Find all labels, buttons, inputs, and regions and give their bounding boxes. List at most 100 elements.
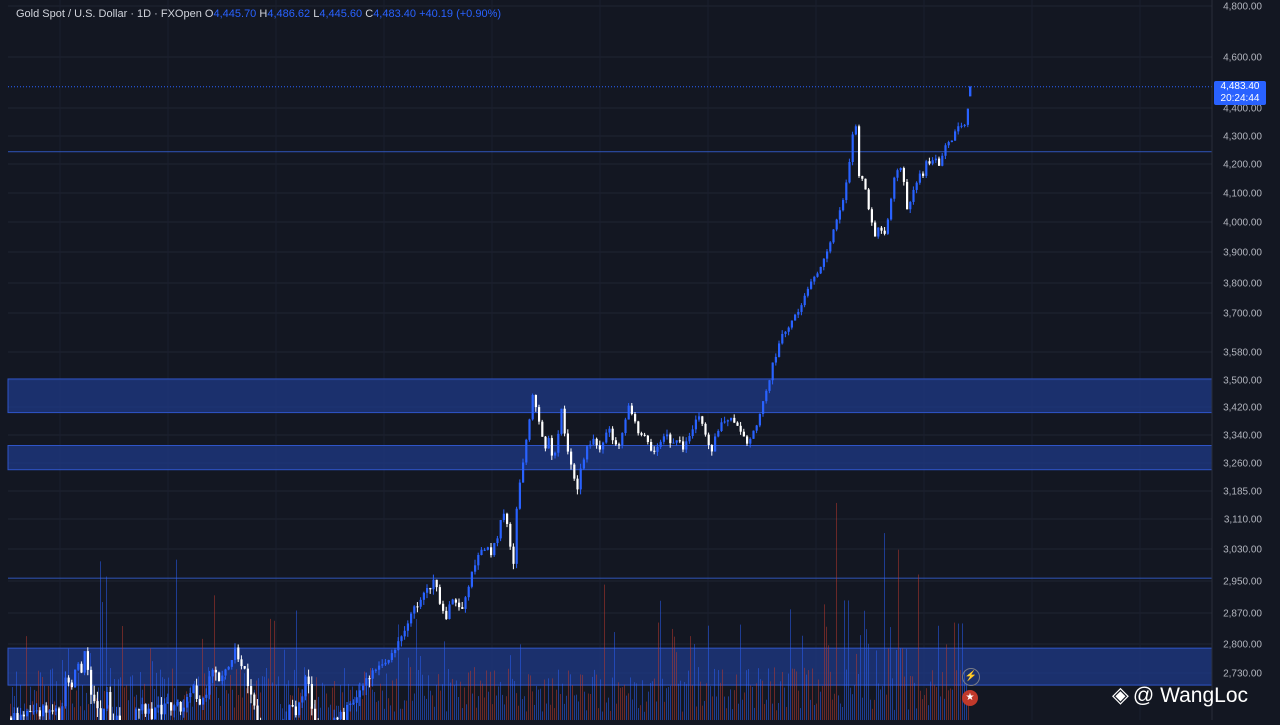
candle-body	[749, 438, 752, 444]
volume-bar	[382, 690, 383, 720]
volume-bar	[690, 636, 691, 720]
candle-body	[397, 641, 400, 650]
candle-body	[944, 145, 947, 156]
volume-bar	[762, 680, 763, 720]
volume-bar	[462, 708, 463, 720]
volume-bar	[752, 686, 753, 720]
candle-body	[582, 459, 585, 469]
price-tick-label: 4,200.00	[1223, 160, 1262, 171]
volume-bar	[586, 710, 587, 720]
volume-bar	[286, 684, 287, 720]
volume-bar	[104, 691, 105, 720]
volume-bar	[646, 701, 647, 720]
volume-bar	[928, 705, 929, 720]
volume-bar	[114, 679, 115, 720]
candle-body	[694, 419, 697, 430]
candle-body	[467, 586, 470, 598]
volume-bar	[448, 668, 449, 720]
candle-body	[211, 669, 214, 677]
candle-body	[726, 420, 729, 422]
volume-bar	[680, 680, 681, 720]
open-label: O	[204, 8, 214, 20]
volume-bar	[594, 669, 595, 720]
volume-bar	[42, 676, 43, 720]
volume-bar	[436, 684, 437, 720]
volume-bar	[348, 683, 349, 720]
candle-body	[666, 434, 669, 437]
volume-bar	[640, 705, 641, 720]
candle-body	[214, 669, 217, 673]
volume-bar	[460, 681, 461, 720]
volume-bar	[942, 672, 943, 720]
volume-bar	[506, 696, 507, 720]
volume-bar	[182, 700, 183, 720]
candle-body	[969, 86, 972, 97]
volume-bar	[872, 708, 873, 720]
volume-bar	[434, 706, 435, 720]
price-axis[interactable]: 4,800.00 4,600.00 4,400.00 4,300.00 4,200.00…	[1211, 0, 1280, 720]
volume-bar	[652, 681, 653, 720]
volume-bar	[718, 670, 719, 720]
candle-body	[829, 242, 832, 252]
volume-bar	[158, 710, 159, 720]
volume-bar	[482, 683, 483, 720]
volume-bar	[358, 684, 359, 720]
candle-body	[106, 692, 109, 709]
candles	[10, 85, 972, 725]
volume-bar	[888, 648, 889, 720]
candle-body	[240, 659, 243, 667]
candle-body	[403, 630, 406, 637]
volume-bar	[32, 701, 33, 720]
volume-bar	[616, 703, 617, 720]
candle-body	[336, 717, 339, 720]
candle-body	[477, 555, 480, 566]
volume-bar	[726, 708, 727, 720]
horizontal-levels	[8, 151, 1212, 579]
volume-bar	[476, 707, 477, 720]
volume-bar	[692, 685, 693, 720]
candle-body	[902, 168, 905, 182]
candle-body	[419, 599, 422, 607]
volume-bar	[664, 701, 665, 720]
volume-bar	[62, 660, 63, 720]
volume-bar	[120, 677, 121, 720]
candle-body	[925, 161, 928, 176]
volume-bar	[548, 678, 549, 720]
candle-body	[205, 694, 208, 698]
candle-body	[518, 482, 521, 509]
candle-body	[365, 678, 368, 686]
volume-bar	[388, 698, 389, 720]
volume-bar	[140, 672, 141, 720]
volume-bar	[656, 701, 657, 720]
us-flag-icon[interactable]: ★	[962, 690, 978, 706]
candle-body	[899, 168, 902, 171]
price-tick-label: 3,420.00	[1223, 403, 1262, 414]
volume-bar	[402, 708, 403, 720]
volume-bar	[300, 692, 301, 720]
volume-bar	[722, 669, 723, 720]
candle-body	[960, 125, 963, 127]
volume-bar	[356, 704, 357, 720]
lightning-icon[interactable]: ⚡	[962, 668, 980, 686]
volume-bar	[668, 686, 669, 720]
volume-bar	[732, 709, 733, 720]
volume-bar	[56, 681, 57, 720]
candle-body	[883, 230, 886, 234]
volume-bar	[870, 699, 871, 720]
volume-bar	[766, 699, 767, 720]
candle-body	[742, 431, 745, 437]
candle-body	[675, 440, 678, 443]
volume-bar	[856, 653, 857, 720]
volume-bar	[630, 677, 631, 720]
volume-bar	[256, 680, 257, 720]
volume-bar	[628, 693, 629, 720]
candle-body	[643, 434, 646, 436]
volume-bar	[122, 626, 123, 720]
volume-bar	[918, 574, 919, 720]
volume-bar	[708, 625, 709, 720]
candle-body	[90, 669, 93, 695]
symbol-title[interactable]: Gold Spot / U.S. Dollar · 1D · FXOpen	[16, 8, 202, 20]
volume-bar	[118, 679, 119, 720]
